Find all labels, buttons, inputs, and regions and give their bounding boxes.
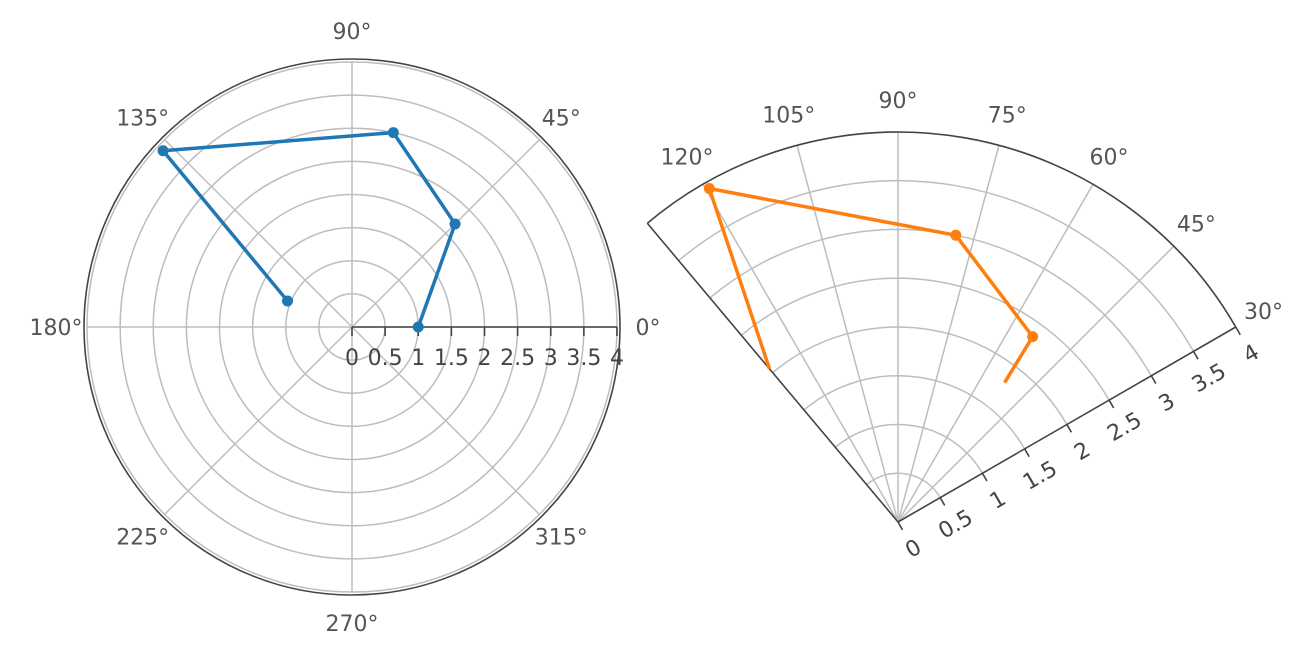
angular-tick-label: 315°	[535, 525, 588, 550]
radial-tick-label: 1.5	[434, 346, 469, 371]
radial-tick	[1192, 350, 1199, 360]
radial-tick-label: 3	[1155, 389, 1180, 418]
radial-tick-label: 0	[345, 346, 359, 371]
angular-tick-label: 0°	[636, 316, 661, 341]
polar-chart-sector: 0 0.5 1 1.5 2 2.5 3 3.5 4 30° 45° 60° 75° 90° 105° 120°	[646, 89, 1283, 564]
data-point	[282, 295, 294, 307]
series-line	[707, 186, 1035, 384]
angular-tick-label: 120°	[661, 146, 714, 171]
radial-tick	[981, 472, 988, 482]
data-point	[703, 183, 715, 195]
angular-gridline	[897, 183, 1094, 523]
angular-tick-label: 180°	[30, 316, 83, 341]
angular-tick-label: 45°	[542, 107, 581, 132]
angular-gridline	[164, 326, 353, 515]
radial-tick	[1235, 326, 1241, 336]
data-point	[1027, 331, 1039, 343]
radial-tick-label: 1	[986, 486, 1011, 515]
angular-tick-label: 105°	[762, 103, 815, 128]
radial-tick-label: 2.5	[1103, 408, 1146, 447]
radial-tick-label: 1.5	[1019, 457, 1062, 496]
radial-tick-label: 3	[544, 346, 558, 371]
polar-chart-full: 0 0.5 1 1.5 2 2.5 3 3.5 4 0° 45° 90° 135° 180° 225° 270…	[30, 20, 661, 637]
radial-gridline	[740, 277, 1110, 401]
data-point	[157, 145, 169, 157]
radial-gridline	[866, 472, 941, 499]
radial-tick-label: 2	[478, 346, 492, 371]
radial-gridline	[834, 423, 984, 474]
radial-tick	[1108, 399, 1115, 409]
angular-gridline	[897, 145, 1000, 523]
radial-tick	[897, 521, 904, 531]
angular-gridline	[164, 139, 353, 328]
angular-tick-label: 30°	[1244, 300, 1283, 325]
radial-tick-label: 1	[411, 346, 425, 371]
angular-gridline	[796, 145, 899, 523]
angular-gridline	[897, 245, 1175, 523]
radial-gridline	[709, 228, 1152, 377]
sector-edge-frame	[646, 222, 899, 523]
radial-tick-label: 3.5	[566, 346, 601, 371]
radial-tick	[1023, 448, 1030, 458]
angular-gridline	[351, 139, 540, 328]
radial-tick	[939, 497, 946, 506]
angular-tick-label: 90°	[333, 20, 372, 45]
data-point	[950, 229, 962, 241]
angular-tick-label: 90°	[879, 89, 918, 114]
radial-tick	[1150, 375, 1157, 384]
polar-frame	[83, 58, 621, 596]
radial-tick-label: 2.5	[500, 346, 535, 371]
data-point	[387, 127, 399, 139]
sector-outer-frame	[646, 131, 1237, 328]
radial-gridline	[803, 375, 1026, 450]
radial-tick-label: 2	[1070, 437, 1095, 466]
data-point	[412, 321, 424, 333]
radial-gridline	[772, 326, 1068, 425]
angular-gridline	[351, 326, 540, 515]
radial-tick	[1066, 424, 1073, 433]
radial-tick-label: 0.5	[368, 346, 403, 371]
angular-tick-label: 75°	[988, 103, 1027, 128]
angular-tick-label: 45°	[1177, 213, 1216, 238]
angular-gridline	[702, 183, 899, 523]
radial-tick-label: 4	[1239, 340, 1264, 369]
angular-tick-label: 225°	[116, 525, 169, 550]
radial-tick-label: 0	[901, 535, 926, 564]
angular-tick-label: 270°	[326, 612, 379, 637]
angular-tick-label: 135°	[116, 107, 169, 132]
data-point	[449, 218, 461, 230]
radial-gridline	[646, 131, 1237, 328]
radial-tick-label: 0.5	[935, 505, 978, 544]
radial-tick-label: 4	[610, 346, 624, 371]
angular-tick-label: 60°	[1090, 146, 1129, 171]
radial-tick-label: 3.5	[1188, 359, 1231, 398]
